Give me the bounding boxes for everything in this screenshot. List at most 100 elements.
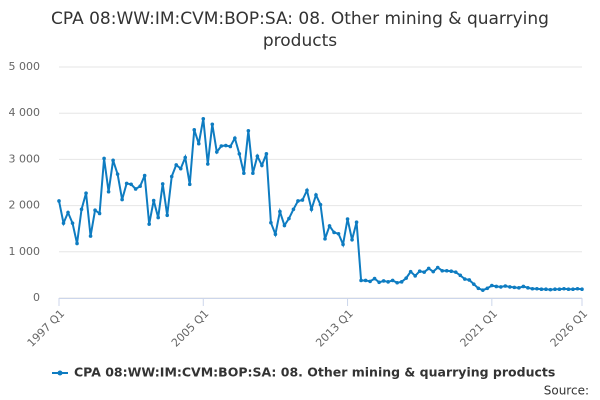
point — [156, 215, 160, 220]
point — [70, 221, 75, 225]
x-tick-label: 2005 Q1 — [169, 307, 212, 350]
point — [84, 191, 88, 195]
point — [120, 197, 124, 202]
point — [282, 223, 287, 228]
y-tick-label: 3 000 — [9, 152, 41, 165]
point — [413, 274, 417, 278]
point — [557, 287, 562, 292]
point — [458, 273, 463, 278]
point — [287, 216, 291, 221]
point — [111, 158, 115, 163]
y-tick-label: 4 000 — [9, 106, 41, 119]
point — [66, 210, 70, 215]
point — [205, 162, 210, 166]
point — [291, 207, 296, 212]
point — [494, 284, 499, 289]
point — [354, 220, 359, 225]
point — [201, 116, 206, 121]
point — [219, 144, 224, 148]
x-tick-label: 2021 Q1 — [458, 307, 501, 350]
y-tick-label: 2 000 — [9, 199, 41, 212]
point — [273, 232, 278, 237]
point — [544, 287, 548, 292]
point — [305, 188, 309, 193]
y-tick-label: 5 000 — [9, 60, 41, 73]
point — [138, 184, 142, 188]
point — [224, 143, 228, 148]
point — [133, 187, 138, 191]
point — [467, 278, 472, 282]
point — [440, 268, 445, 273]
x-tick-label: 2013 Q1 — [313, 307, 356, 350]
point — [508, 285, 512, 289]
point — [79, 207, 84, 212]
point — [183, 155, 188, 160]
point — [296, 199, 300, 203]
point — [327, 224, 332, 228]
point — [481, 288, 485, 292]
point — [88, 234, 93, 238]
point — [390, 278, 395, 283]
point — [314, 193, 318, 197]
point — [575, 286, 580, 291]
point — [61, 221, 66, 225]
point — [318, 202, 323, 207]
point — [300, 198, 305, 202]
x-tick-label: 1997 Q1 — [25, 307, 68, 350]
point — [57, 199, 61, 203]
legend-label: CPA 08:WW:IM:CVM:BOP:SA: 08. Other minin… — [74, 365, 555, 380]
point — [102, 156, 106, 161]
point — [115, 172, 120, 176]
point — [264, 152, 269, 156]
point — [93, 208, 97, 213]
point — [490, 283, 494, 288]
point — [553, 287, 557, 292]
point — [417, 269, 422, 274]
point — [341, 242, 345, 247]
point — [499, 285, 503, 289]
point — [169, 174, 174, 179]
y-tick-label: 0 — [33, 291, 40, 304]
point — [535, 286, 539, 291]
point — [386, 280, 390, 284]
point — [97, 211, 102, 216]
legend-marker — [57, 370, 63, 376]
point — [210, 122, 215, 127]
point — [187, 182, 192, 187]
point — [408, 269, 413, 274]
point — [368, 279, 372, 284]
point — [404, 276, 408, 280]
point — [178, 166, 183, 171]
point — [255, 154, 260, 158]
point — [562, 286, 566, 291]
point — [444, 268, 449, 273]
point — [395, 280, 399, 285]
chart-title: CPA 08:WW:IM:CVM:BOP:SA: 08. Other minin… — [51, 9, 549, 51]
point — [381, 279, 386, 283]
point — [192, 128, 197, 132]
point — [363, 278, 368, 283]
point — [323, 237, 327, 241]
point — [196, 141, 201, 146]
point — [147, 222, 151, 226]
point — [431, 269, 436, 274]
point — [345, 217, 350, 221]
point — [151, 198, 156, 203]
point — [246, 128, 251, 133]
point — [160, 182, 165, 186]
point — [476, 286, 481, 291]
point — [426, 266, 431, 271]
point — [350, 237, 354, 242]
point — [372, 276, 377, 281]
point — [129, 182, 133, 187]
point — [251, 171, 255, 176]
point — [75, 241, 79, 246]
point — [485, 286, 490, 291]
point — [453, 270, 458, 274]
point — [517, 286, 521, 290]
point — [174, 163, 179, 167]
point — [512, 285, 517, 290]
point — [228, 144, 233, 149]
